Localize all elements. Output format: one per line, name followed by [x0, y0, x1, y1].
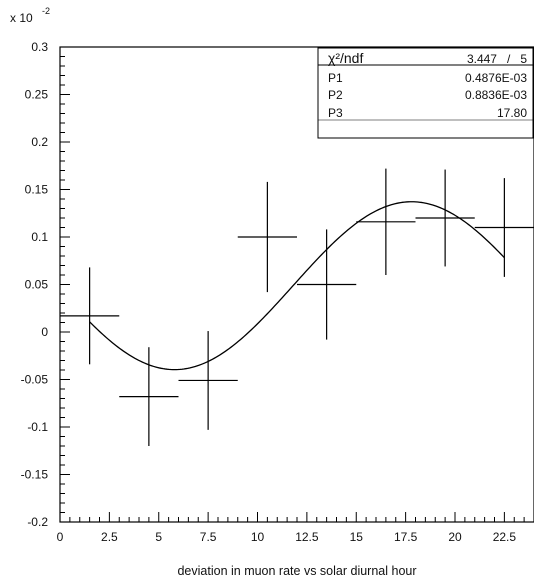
y-tick-label: 0.05 [25, 278, 49, 292]
x-tick-labels: 0 2.5 5 7.5 10 12.5 15 17.5 20 22.5 [57, 530, 517, 544]
y-tick-label: 0.15 [25, 183, 49, 197]
x-tick-label: 15 [350, 530, 364, 544]
data-point [178, 331, 238, 430]
stats-box: χ²/ndf 3.447 / 5 P1 0.4876E-03 P2 0.8836… [317, 47, 534, 139]
y-tick-labels: -0.2 -0.15 -0.1 -0.05 0 0.05 0.1 0.15 0.2 0.25 0.3 [21, 40, 49, 529]
x-tick-label: 7.5 [200, 530, 217, 544]
x-tick-label: 2.5 [101, 530, 118, 544]
x-tick-label: 5 [155, 530, 162, 544]
y-tick-label: -0.2 [27, 515, 48, 529]
y-tick-label: 0.3 [31, 40, 48, 54]
x-tick-label: 0 [57, 530, 64, 544]
y-tick-label: 0 [41, 325, 48, 339]
x-tick-label: 22.5 [493, 530, 517, 544]
y-tick-label: -0.05 [21, 373, 49, 387]
y-tick-label: 0.25 [25, 88, 49, 102]
data-points [60, 168, 534, 446]
data-point [415, 169, 475, 267]
stats-row-value: 17.80 [497, 106, 527, 120]
stats-row-value: 3.447 / 5 [467, 52, 527, 66]
axis-ticks [59, 46, 525, 523]
data-point [237, 181, 297, 293]
x-tick-label: 12.5 [295, 530, 319, 544]
y-tick-label: 0.2 [31, 135, 48, 149]
stats-row-label: P1 [328, 71, 343, 85]
stats-box-frame [317, 47, 534, 139]
stats-row-label: P2 [328, 88, 343, 102]
fit-curve-layer [89, 201, 505, 371]
data-point [60, 267, 120, 365]
x-axis-title: deviation in muon rate vs solar diurnal … [177, 564, 416, 578]
x-tick-label: 10 [251, 530, 265, 544]
x-tick-label: 17.5 [394, 530, 418, 544]
stats-row-value: 0.8836E-03 [465, 88, 527, 102]
data-point [297, 229, 357, 340]
data-point [474, 178, 534, 277]
x-tick-label: 20 [448, 530, 462, 544]
fit-curve [89, 201, 505, 371]
y-tick-label: -0.1 [27, 420, 48, 434]
data-point [119, 347, 179, 446]
y-multiplier-base: x 10 [10, 11, 33, 25]
stats-row-value: 0.4876E-03 [465, 71, 527, 85]
stats-row-label: P3 [328, 106, 343, 120]
y-tick-label: -0.15 [21, 468, 49, 482]
data-point [356, 168, 416, 275]
stats-row-label: χ²/ndf [328, 50, 363, 66]
y-tick-label: 0.1 [31, 230, 48, 244]
y-multiplier-exponent: -2 [42, 6, 50, 16]
